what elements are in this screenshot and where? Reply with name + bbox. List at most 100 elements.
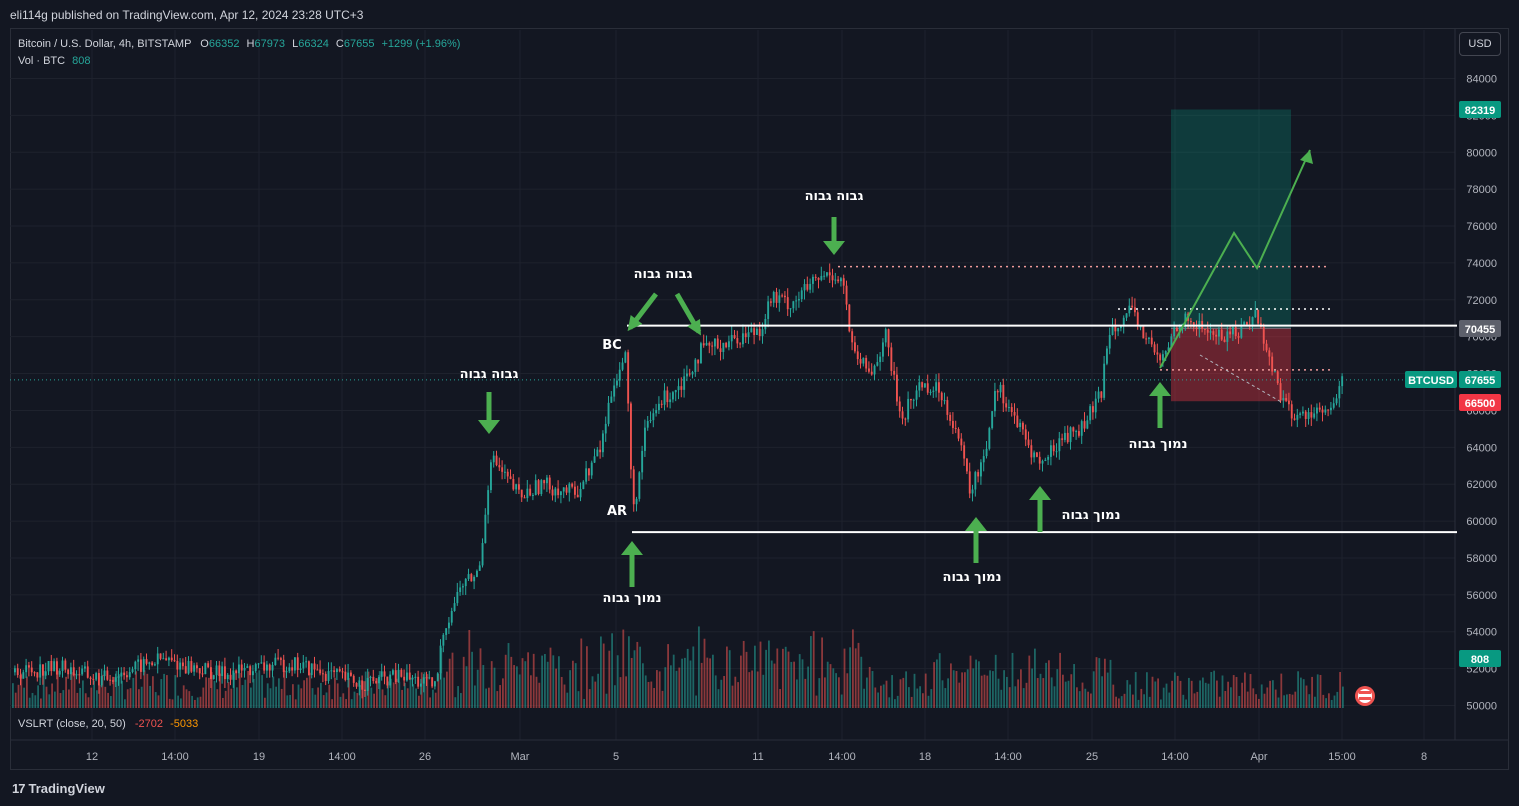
volume-bar xyxy=(969,655,972,708)
volume-bar xyxy=(334,677,336,708)
chart-panel[interactable] xyxy=(10,28,1509,770)
tradingview-logo[interactable]: 17 TradingView xyxy=(12,781,105,796)
volume-bar xyxy=(222,697,224,708)
currency-button[interactable]: USD xyxy=(1459,32,1501,56)
volume-bar xyxy=(474,685,476,708)
candle-body xyxy=(1173,327,1176,337)
volume-bar xyxy=(765,649,767,708)
candle-body xyxy=(697,359,700,364)
candle-body xyxy=(1307,412,1310,419)
volume-bar xyxy=(782,648,784,708)
candle-body xyxy=(378,676,380,684)
candle-body xyxy=(137,659,140,662)
volume-bar xyxy=(1109,659,1112,708)
volume-bar xyxy=(1333,695,1336,708)
volume-bar xyxy=(1258,698,1260,708)
candle-body xyxy=(686,373,688,377)
volume-bar xyxy=(1171,680,1173,708)
volume-bar xyxy=(1045,662,1047,708)
volume-bar xyxy=(1006,676,1008,708)
volume-bar xyxy=(524,661,527,708)
candle-body xyxy=(1215,334,1218,337)
candle-body xyxy=(240,664,243,671)
candle-body xyxy=(904,418,907,420)
volume-bar xyxy=(1073,664,1075,708)
candle-body xyxy=(532,494,534,496)
candle-body xyxy=(450,610,453,623)
volume-bar xyxy=(1190,680,1193,708)
candle-body xyxy=(173,660,176,662)
volume-bar xyxy=(698,626,700,708)
volume-bar xyxy=(1162,687,1165,708)
volume-bar xyxy=(1336,691,1339,708)
candle-body xyxy=(632,469,635,505)
volume-bar xyxy=(731,685,734,708)
volume-bar xyxy=(611,633,613,708)
volume-bar xyxy=(166,675,168,708)
candle-body xyxy=(932,390,935,392)
candle-body xyxy=(974,472,977,490)
volume-bar xyxy=(1140,688,1143,708)
candle-body xyxy=(179,662,182,670)
candle-body xyxy=(896,374,898,402)
volume-bar xyxy=(331,699,333,708)
candle-body xyxy=(19,675,22,679)
x-tick-label: 18 xyxy=(919,751,931,763)
candle-body xyxy=(1055,451,1058,453)
candle-body xyxy=(403,676,406,681)
volume-bar xyxy=(563,684,566,708)
volume-bar xyxy=(922,693,924,708)
volume-bar xyxy=(308,672,311,708)
candle-body xyxy=(238,664,240,674)
volume-bar xyxy=(843,648,846,708)
candle-body xyxy=(590,462,593,476)
candle-body xyxy=(1240,324,1243,338)
candle-body xyxy=(470,574,473,582)
volume-bar xyxy=(608,650,611,708)
symbol-name[interactable]: Bitcoin / U.S. Dollar, 4h, BITSTAMP xyxy=(18,38,192,50)
volume-bar xyxy=(983,674,986,708)
volume-label[interactable]: Vol · BTC xyxy=(18,55,66,67)
volume-bar xyxy=(107,692,109,708)
candle-body xyxy=(408,672,411,680)
candle-body xyxy=(630,403,632,470)
volume-bar xyxy=(143,670,146,708)
volume-bar xyxy=(1064,681,1067,708)
candle-body xyxy=(655,410,658,414)
volume-bar xyxy=(829,664,832,708)
candle-body xyxy=(254,664,257,672)
volume-bar xyxy=(1120,696,1123,708)
volume-bar xyxy=(1246,691,1249,708)
candle-body xyxy=(574,486,576,495)
volume-bar xyxy=(980,675,983,708)
volume-bar xyxy=(532,653,535,708)
y-tick-label: 76000 xyxy=(1466,221,1497,233)
volume-bar xyxy=(328,684,331,708)
volume-bar xyxy=(493,667,496,708)
candle-body xyxy=(420,683,422,687)
volume-bar xyxy=(838,677,840,708)
candle-body xyxy=(392,670,394,675)
volume-bar xyxy=(1311,676,1313,708)
volume-bar xyxy=(815,695,818,708)
volume-bar xyxy=(633,650,636,708)
candle-body xyxy=(98,673,100,686)
candle-body xyxy=(576,494,579,498)
volume-bar xyxy=(479,648,482,708)
volume-bar xyxy=(129,688,132,708)
volume-bar xyxy=(860,656,863,708)
candle-body xyxy=(795,300,798,302)
volume-bar xyxy=(194,699,196,708)
volume-bar xyxy=(686,648,689,708)
volume-bar xyxy=(762,674,765,708)
volume-bar xyxy=(1084,688,1087,708)
volume-bar xyxy=(1305,685,1308,708)
indicator-legend[interactable]: VSLRT (close, 20, 50) -2702 -5033 xyxy=(18,718,198,730)
candle-body xyxy=(708,342,711,346)
candle-body xyxy=(294,657,296,671)
candle-body xyxy=(212,675,215,680)
candle-body xyxy=(1022,422,1024,430)
volume-bar xyxy=(656,670,658,708)
volume-bar xyxy=(849,647,851,708)
